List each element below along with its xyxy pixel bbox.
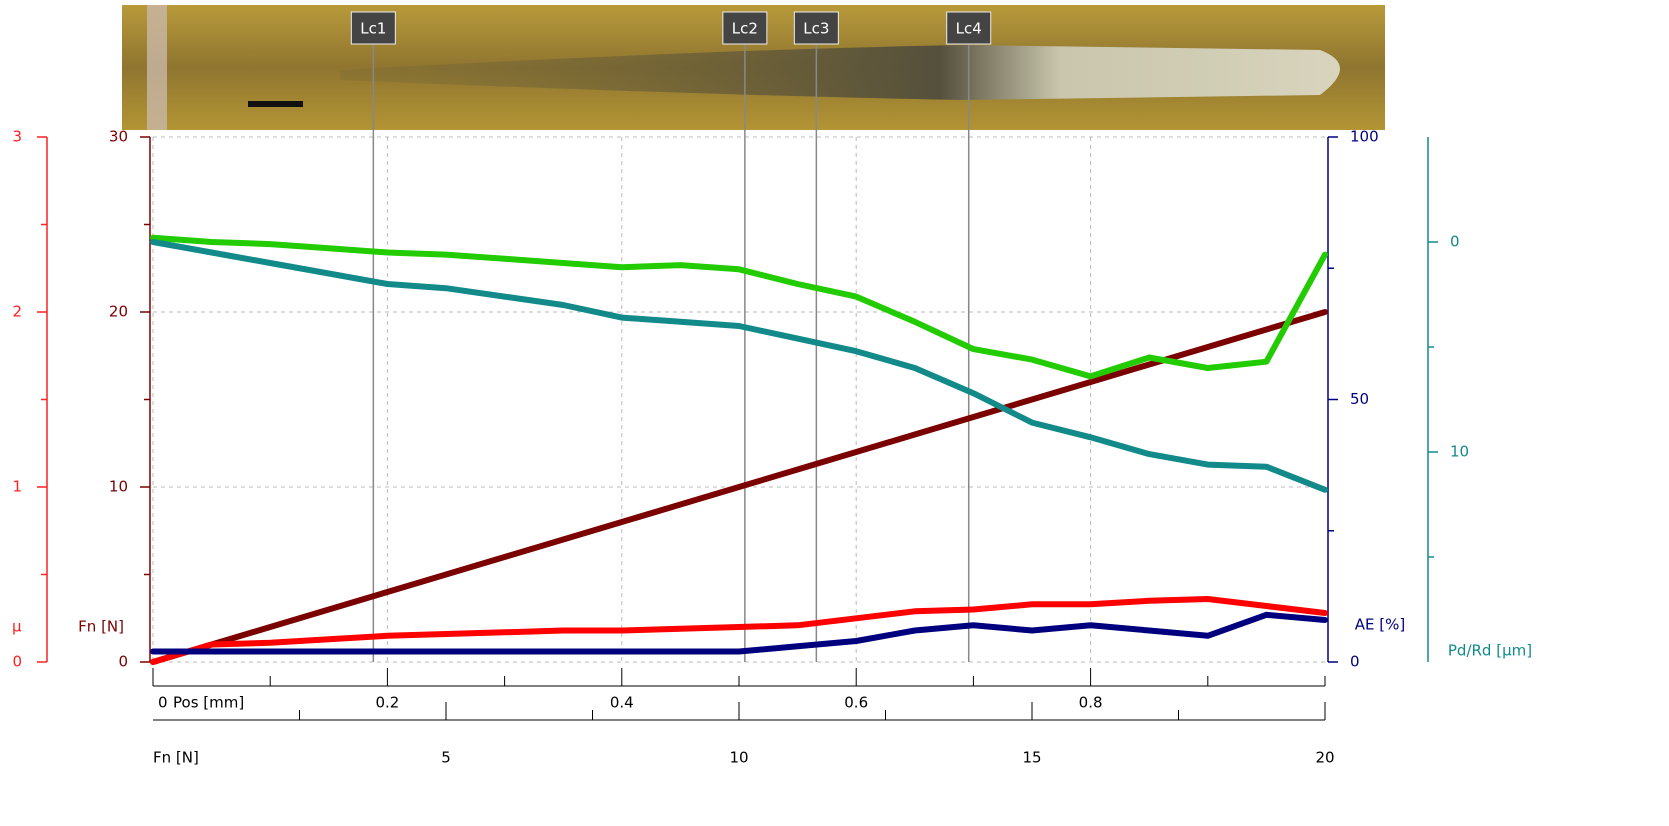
critical-load-box xyxy=(350,11,396,45)
critical-load-label: Lc3 xyxy=(803,20,829,38)
axis-label: Pd/Rd [µm] xyxy=(1448,642,1532,660)
x-tick-label: 0 xyxy=(158,694,168,712)
y-tick-label: 3 xyxy=(12,128,22,146)
critical-load-box xyxy=(793,11,839,45)
x2-tick-label: 20 xyxy=(1315,749,1334,767)
axis-label: AE [%] xyxy=(1355,616,1405,634)
x2-tick-label: 15 xyxy=(1022,749,1041,767)
x-tick-label: 0.2 xyxy=(375,694,399,712)
x-tick-label: 0.8 xyxy=(1079,694,1103,712)
x-axis-label: Pos [mm] xyxy=(173,694,244,712)
series-line xyxy=(150,309,1328,665)
x-tick-label: 0.4 xyxy=(610,694,634,712)
x2-tick-label: 5 xyxy=(441,749,451,767)
x2-axis-label: Fn [N] xyxy=(153,749,199,767)
y-tick-label: 50 xyxy=(1350,390,1369,408)
y-tick-label: 0 xyxy=(118,653,128,671)
critical-load-label: Lc2 xyxy=(732,20,758,38)
x-tick-label: 0.6 xyxy=(844,694,868,712)
critical-load-box xyxy=(722,11,768,45)
y-tick-label: 10 xyxy=(109,478,128,496)
y-tick-label: 0 xyxy=(1450,233,1460,251)
y-tick-label: 2 xyxy=(12,303,22,321)
axis-label: Fn [N] xyxy=(78,618,124,636)
y-tick-label: 100 xyxy=(1350,128,1379,146)
x2-tick-label: 10 xyxy=(729,749,748,767)
critical-load-label: Lc4 xyxy=(956,20,982,38)
y-tick-label: 30 xyxy=(109,128,128,146)
series-line xyxy=(150,596,1328,665)
y-tick-label: 10 xyxy=(1450,443,1469,461)
y-tick-label: 0 xyxy=(12,653,22,671)
series-line xyxy=(150,239,1328,493)
series-line xyxy=(150,611,1328,655)
critical-load-label: Lc1 xyxy=(360,20,386,38)
y-tick-label: 0 xyxy=(1350,653,1360,671)
series-line xyxy=(150,234,1328,380)
critical-load-box xyxy=(946,11,992,45)
y-tick-label: 20 xyxy=(109,303,128,321)
y-tick-label: 1 xyxy=(12,478,22,496)
axis-label: μ xyxy=(12,618,22,636)
